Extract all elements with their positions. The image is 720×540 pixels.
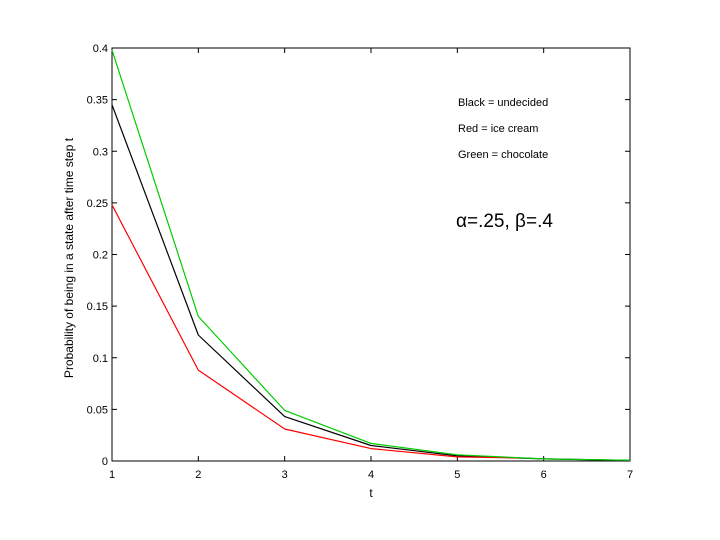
y-tick-label: 0.15: [87, 301, 108, 313]
x-tick-label: 2: [195, 469, 201, 481]
x-tick-label: 4: [368, 469, 374, 481]
parameter-annotation: α=.25, β=.4: [456, 211, 553, 232]
y-tick-label: 0.25: [87, 198, 108, 210]
legend-entry-chocolate: Green = chocolate: [458, 149, 548, 161]
y-tick-label: 0: [102, 456, 108, 468]
series-lines: [111, 49, 631, 461]
x-axis-label: t: [369, 486, 373, 500]
y-tick-label: 0.1: [93, 353, 108, 365]
legend-entry-ice-cream: Red = ice cream: [458, 123, 538, 135]
y-axis-label: Probability of being in a state after ti…: [62, 137, 76, 378]
y-tick-label: 0.2: [93, 250, 108, 262]
plot-area: [111, 47, 631, 462]
y-tick-label: 0.35: [87, 95, 108, 107]
x-tick-label: 7: [627, 469, 633, 481]
y-tick-label: 0.3: [93, 146, 108, 158]
x-tick-label: 1: [109, 469, 115, 481]
legend-entry-undecided: Black = undecided: [458, 97, 548, 109]
axis-ticks: 1 2 3 4 5 6 7 0 0.05 0.1 0.15 0.2 0.25 0.3 0.35 0.4: [87, 43, 633, 481]
y-tick-label: 0.05: [87, 404, 108, 416]
x-tick-label: 3: [282, 469, 288, 481]
series-line-chocolate: [111, 49, 631, 461]
x-tick-label: 6: [541, 469, 547, 481]
series-line-ice-cream: [111, 204, 518, 459]
x-tick-label: 5: [454, 469, 460, 481]
y-tick-label: 0.4: [93, 43, 108, 55]
